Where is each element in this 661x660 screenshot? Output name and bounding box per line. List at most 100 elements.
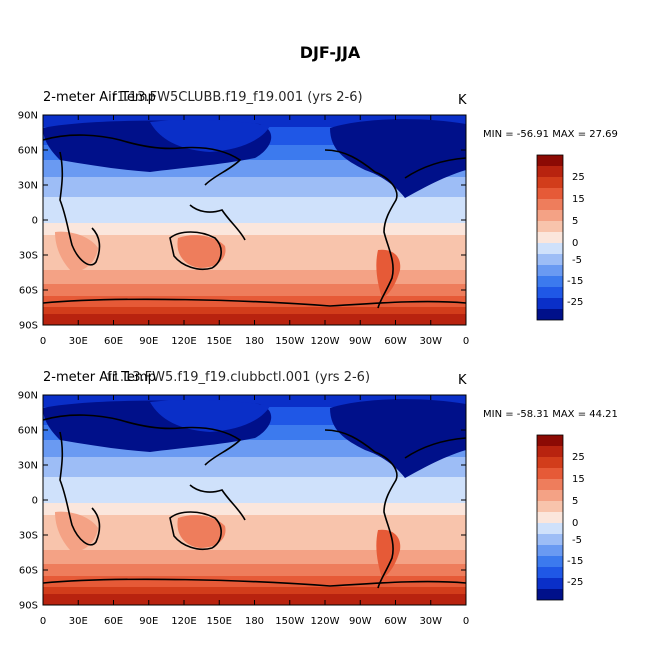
cb-label: 25 xyxy=(572,452,585,463)
panel-bottom-units: K xyxy=(458,373,467,388)
panel-top-variable-label: 2-meter Air Temp xyxy=(43,90,156,105)
panel-top-lon-label: 120E xyxy=(171,336,196,347)
cb-swatch xyxy=(537,556,563,567)
cb-swatch xyxy=(537,512,563,523)
band xyxy=(43,515,466,550)
panel-top-lon-label: 150E xyxy=(207,336,232,347)
panel-bottom-lon-label: 60W xyxy=(384,616,407,627)
panel-top-map xyxy=(43,115,466,325)
cb-label: 5 xyxy=(572,496,578,507)
cb-frame xyxy=(536,434,564,601)
panel-top-lat-label: 0 xyxy=(32,216,38,227)
cb-swatch xyxy=(537,166,563,177)
panel-top-lon-label: 0 xyxy=(40,336,46,347)
panel-bottom-case-label: f1.13.FW5.f19_f19.clubbctl.001 (yrs 2-6) xyxy=(107,370,370,385)
colorbar-top: 25 15 5 0 -5 -15 -25 xyxy=(536,154,585,321)
coastlines xyxy=(43,414,466,589)
cb-swatch xyxy=(537,479,563,490)
south-america-warm xyxy=(376,529,401,578)
cb-swatch xyxy=(537,177,563,188)
cb-label: -25 xyxy=(567,577,583,588)
australia-warm xyxy=(177,515,226,548)
cb-swatch xyxy=(537,468,563,479)
panel-bottom-lon-label: 90E xyxy=(139,616,158,627)
south-america-warm xyxy=(376,249,401,298)
panel-bottom-lat-label: 60S xyxy=(19,566,38,577)
cb-swatch xyxy=(537,232,563,243)
cb-swatch xyxy=(537,155,563,166)
panel-top: 2-meter Air Temp f1.13.FW5CLUBB.f19_f19.… xyxy=(18,90,618,347)
cb-frame xyxy=(536,154,564,321)
cb-swatch xyxy=(537,199,563,210)
cb-swatch xyxy=(537,210,563,221)
panel-bottom-lat-label: 60N xyxy=(18,426,38,437)
cb-label: 15 xyxy=(572,194,585,205)
panel-bottom-lon-label: 90W xyxy=(349,616,372,627)
cb-swatch xyxy=(537,534,563,545)
panel-top-lat-label: 90N xyxy=(18,111,38,122)
cb-swatch xyxy=(537,287,563,298)
panel-top-lon-label: 0 xyxy=(463,336,469,347)
band xyxy=(43,503,466,515)
band xyxy=(43,235,466,270)
cb-label: 0 xyxy=(572,518,578,529)
panel-bottom-lon-label: 180 xyxy=(245,616,264,627)
band xyxy=(43,197,466,223)
band xyxy=(43,177,466,197)
figure-title: DJF-JJA xyxy=(300,43,361,62)
cb-swatch xyxy=(537,243,563,254)
cb-swatch xyxy=(537,221,563,232)
cb-swatch xyxy=(537,265,563,276)
panel-bottom: 2-meter Air Temp f1.13.FW5.f19_f19.clubb… xyxy=(18,370,618,627)
panel-bottom-lat-label: 0 xyxy=(32,496,38,507)
band xyxy=(43,550,466,564)
panel-top-lat-label: 30N xyxy=(18,181,38,192)
panel-bottom-lon-label: 30W xyxy=(419,616,442,627)
panel-bottom-lon-label: 120E xyxy=(171,616,196,627)
north-america-cold xyxy=(330,119,466,198)
band xyxy=(43,270,466,284)
panel-top-lon-label: 150W xyxy=(275,336,304,347)
panel-top-lat-label: 30S xyxy=(19,251,38,262)
africa-warm xyxy=(55,511,98,552)
cb-swatch xyxy=(537,490,563,501)
cb-swatch xyxy=(537,457,563,468)
cb-label: -15 xyxy=(567,556,583,567)
panel-bottom-lon-label: 0 xyxy=(463,616,469,627)
panel-top-lon-label: 90E xyxy=(139,336,158,347)
cb-swatch xyxy=(537,276,563,287)
cb-label: 0 xyxy=(572,238,578,249)
panel-top-lat-label: 90S xyxy=(19,321,38,332)
band xyxy=(43,564,466,576)
cb-swatch xyxy=(537,578,563,589)
panel-top-lat-label: 60N xyxy=(18,146,38,157)
panel-top-case-label: f1.13.FW5CLUBB.f19_f19.001 (yrs 2-6) xyxy=(112,90,363,105)
band xyxy=(43,284,466,296)
cb-swatch xyxy=(537,254,563,265)
panel-top-lon-label: 90W xyxy=(349,336,372,347)
cb-swatch xyxy=(537,435,563,446)
cb-swatch xyxy=(537,523,563,534)
cb-swatch xyxy=(537,188,563,199)
panel-bottom-lon-label: 120W xyxy=(311,616,340,627)
panel-bottom-lon-label: 150E xyxy=(207,616,232,627)
cb-swatch xyxy=(537,501,563,512)
panel-top-units: K xyxy=(458,93,467,108)
cb-swatch xyxy=(537,309,563,320)
band xyxy=(43,223,466,235)
coastlines xyxy=(43,134,466,309)
panel-bottom-variable-label: 2-meter Air Temp xyxy=(43,370,156,385)
cb-label: -5 xyxy=(572,255,582,266)
siberia-cold xyxy=(150,119,270,152)
panel-bottom-lat-label: 90N xyxy=(18,391,38,402)
cb-label: 15 xyxy=(572,474,585,485)
antarctica-warm xyxy=(43,314,466,325)
colorbar-bottom: 25 15 5 0 -5 -15 -25 xyxy=(536,434,585,601)
cb-swatch xyxy=(537,567,563,578)
siberia-cold xyxy=(150,399,270,432)
panel-top-lon-label: 60E xyxy=(104,336,123,347)
north-america-cold xyxy=(330,399,466,478)
